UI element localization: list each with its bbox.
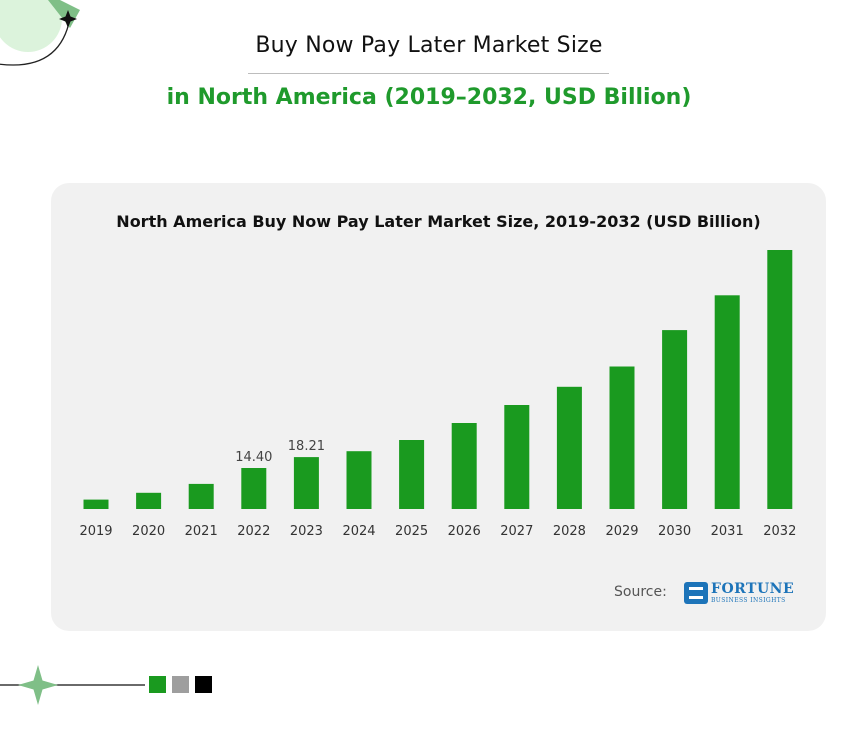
- corner-circle: [0, 0, 62, 52]
- x-tick-label-2026: 2026: [448, 524, 481, 539]
- bar-2026: [451, 423, 477, 509]
- bar-2030: [662, 330, 688, 509]
- x-tick-label-2027: 2027: [500, 524, 533, 539]
- bar-2028: [556, 386, 582, 509]
- bar-2032: [767, 250, 793, 509]
- logo-wordmark: FORTUNE: [711, 581, 795, 597]
- x-tick-label-2025: 2025: [395, 524, 428, 539]
- bar-2027: [504, 405, 530, 509]
- fortune-business-insights-logo: FORTUNE BUSINESS INSIGHTS: [684, 581, 794, 607]
- corner-decoration: [0, 0, 80, 66]
- logo-subtitle: BUSINESS INSIGHTS: [711, 597, 786, 604]
- data-label-2022: 14.40: [235, 450, 272, 465]
- corner-leaf: [48, 0, 80, 28]
- bar-2021: [188, 483, 214, 509]
- chart-card: [51, 183, 826, 631]
- chart-title: North America Buy Now Pay Later Market S…: [116, 212, 761, 231]
- bar-2025: [399, 440, 425, 509]
- x-tick-label-2028: 2028: [553, 524, 586, 539]
- bar-chart: 2019 2020 2021 2022 2023 2024 2025 2026 2027 2028…: [79, 250, 796, 539]
- bar-2031: [714, 295, 740, 509]
- x-tick-label-2021: 2021: [185, 524, 218, 539]
- x-tick-label-2032: 2032: [763, 524, 796, 539]
- source-label: Source:: [614, 584, 667, 600]
- sparkle-icon: [59, 10, 77, 28]
- fbi-logo-icon: [684, 582, 708, 604]
- footer-decoration: [0, 665, 212, 705]
- x-tick-label-2020: 2020: [132, 524, 165, 539]
- gray-square: [172, 676, 189, 693]
- x-tick-label-2019: 2019: [79, 524, 112, 539]
- corner-arc: [0, 17, 71, 66]
- x-tick-label-2029: 2029: [605, 524, 638, 539]
- x-tick-label-2031: 2031: [711, 524, 744, 539]
- bar-2023: [293, 457, 319, 509]
- bar-2019: [83, 499, 109, 509]
- page-subtitle: in North America (2019–2032, USD Billion…: [166, 85, 692, 110]
- sparkle-icon: [18, 665, 58, 705]
- x-tick-label-2024: 2024: [342, 524, 375, 539]
- x-tick-label-2023: 2023: [290, 524, 323, 539]
- title-divider: [248, 73, 609, 74]
- green-square: [149, 676, 166, 693]
- data-label-2023: 18.21: [288, 439, 325, 454]
- bar-2022: [241, 468, 267, 509]
- bar-2020: [136, 492, 162, 509]
- black-square: [195, 676, 212, 693]
- page-title: Buy Now Pay Later Market Size: [255, 33, 603, 58]
- bar-2024: [346, 451, 372, 509]
- bar-2029: [609, 366, 635, 509]
- x-tick-label-2030: 2030: [658, 524, 691, 539]
- x-tick-label-2022: 2022: [237, 524, 270, 539]
